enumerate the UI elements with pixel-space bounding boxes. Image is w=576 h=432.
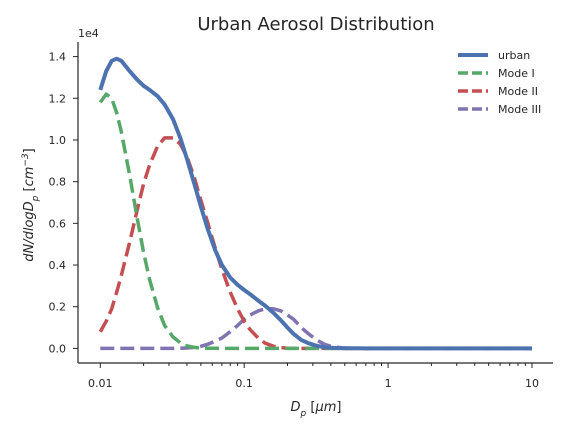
series-line-mode-ii <box>98 136 532 351</box>
y-tick-label: 0.4 <box>49 259 67 272</box>
legend: urban Mode I Mode II Mode III <box>458 49 541 116</box>
y-tick-label: 0.8 <box>49 176 67 189</box>
x-ticks: 0.01 0.1 1 10 <box>88 363 539 390</box>
y-tick-label: 1.0 <box>49 134 67 147</box>
x-axis-label: Dp [μm] <box>291 400 342 419</box>
y-tick-label: 0.2 <box>49 301 67 314</box>
x-tick-label: 1 <box>385 377 392 390</box>
chart-title: Urban Aerosol Distribution <box>197 14 434 35</box>
y-axis-label: dN/dlogDp [cm−3] <box>21 148 41 262</box>
legend-label: Mode III <box>498 103 541 116</box>
y-tick-label: 0.0 <box>49 342 67 355</box>
y-tick-label: 0.6 <box>49 217 67 230</box>
series-line-mode-i <box>98 92 532 351</box>
x-tick-label: 0.01 <box>88 377 113 390</box>
series-line-urban <box>98 56 532 351</box>
x-tick-label: 10 <box>525 377 539 390</box>
y-ticks: 0.0 0.2 0.4 0.6 0.8 1.0 1.2 1.4 <box>49 51 78 355</box>
axes <box>77 42 553 364</box>
legend-label: Mode II <box>498 85 538 98</box>
legend-label: Mode I <box>498 67 535 80</box>
y-tick-label: 1.4 <box>49 51 67 64</box>
y-multiplier-label: 1e4 <box>78 27 99 40</box>
y-tick-label: 1.2 <box>49 92 67 105</box>
series-layer <box>98 56 532 351</box>
x-tick-label: 0.1 <box>235 377 253 390</box>
legend-label: urban <box>498 49 530 62</box>
